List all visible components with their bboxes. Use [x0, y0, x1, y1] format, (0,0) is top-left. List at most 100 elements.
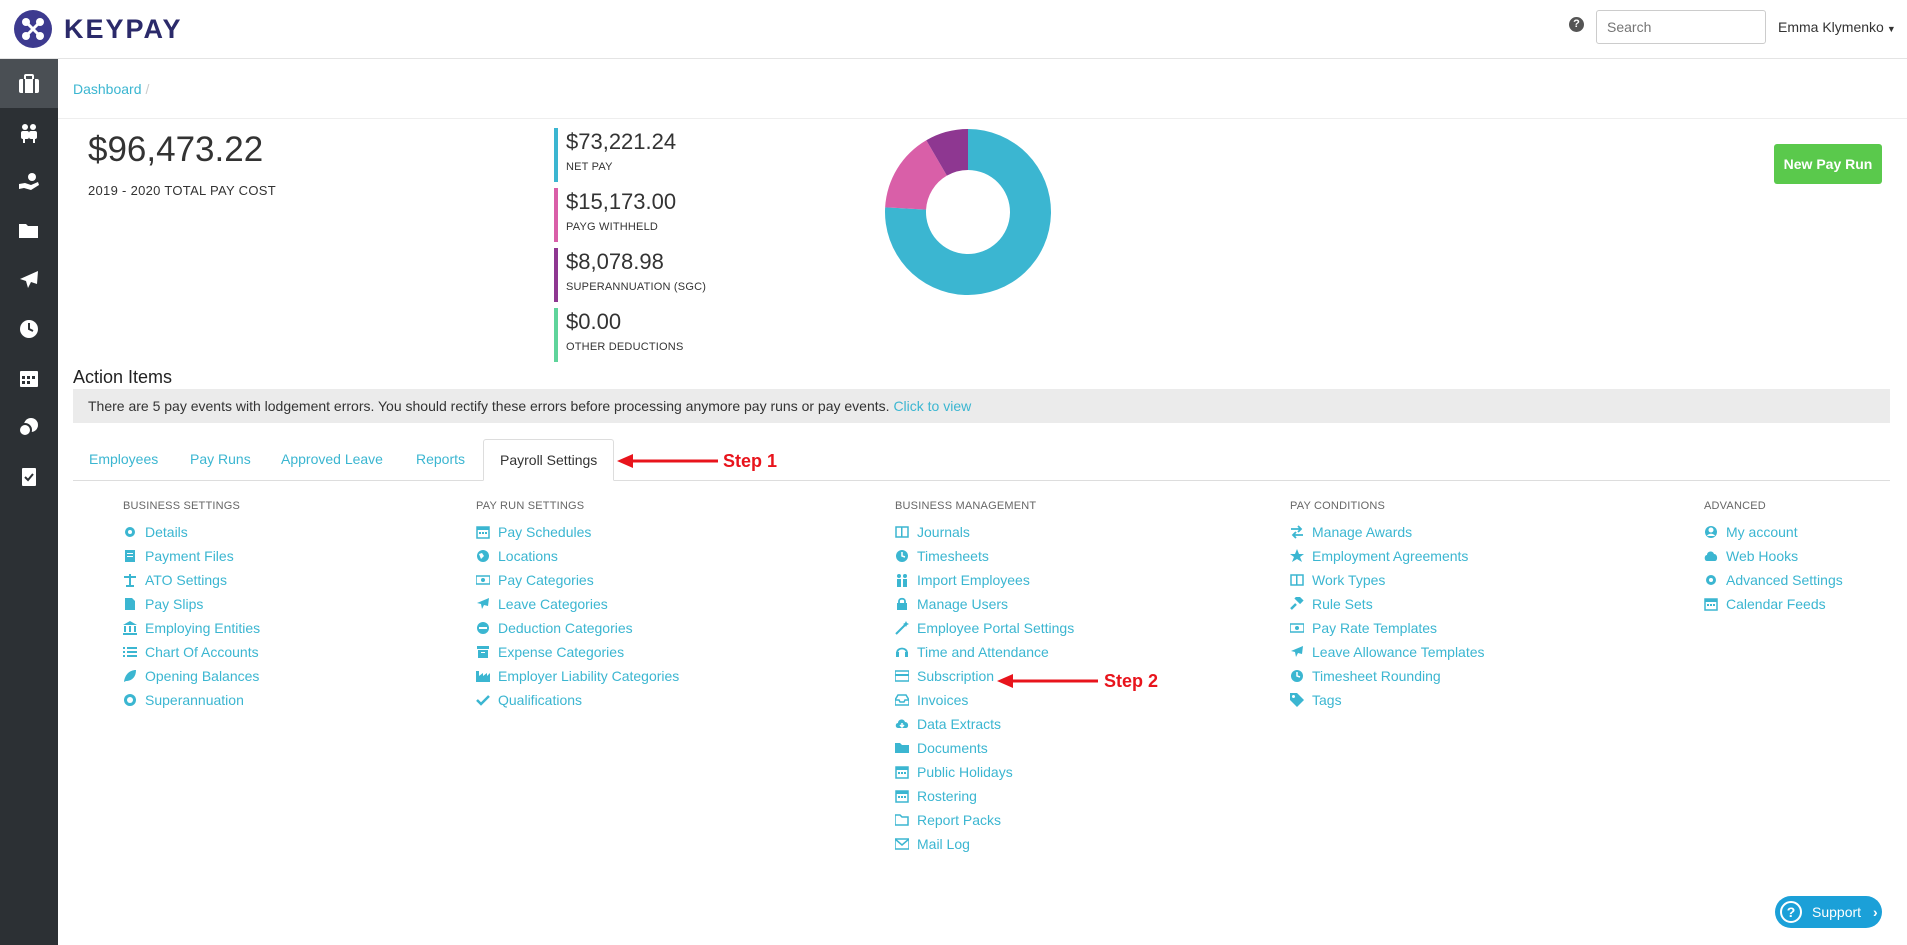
settings-link-qualifications[interactable]: Qualifications	[476, 688, 679, 712]
tab-reports[interactable]: Reports	[416, 451, 466, 467]
settings-link-opening-balances[interactable]: Opening Balances	[123, 664, 260, 688]
settings-link-label: Employing Entities	[145, 620, 261, 636]
settings-link-rostering[interactable]: Rostering	[895, 784, 1074, 808]
tab-approved-leave[interactable]: Approved Leave	[281, 451, 383, 467]
stat-other-deductions: $0.00 OTHER DEDUCTIONS	[554, 308, 754, 362]
stat-label: OTHER DEDUCTIONS	[566, 341, 684, 353]
settings-link-expense-categories[interactable]: Expense Categories	[476, 640, 679, 664]
settings-link-employment-agreements[interactable]: Employment Agreements	[1290, 544, 1485, 568]
settings-link-label: Data Extracts	[917, 716, 1002, 732]
column-heading: PAY CONDITIONS	[1290, 500, 1386, 512]
settings-link-employer-liability-categories[interactable]: Employer Liability Categories	[476, 664, 679, 688]
inbox-icon	[895, 693, 909, 707]
settings-link-calendar-feeds[interactable]: Calendar Feeds	[1704, 592, 1843, 616]
sidebar-item-time[interactable]	[0, 304, 58, 353]
tab-employees[interactable]: Employees	[89, 451, 159, 467]
leaf-icon	[123, 669, 137, 683]
settings-link-locations[interactable]: Locations	[476, 544, 679, 568]
calendar-icon	[895, 789, 909, 803]
settings-link-payment-files[interactable]: Payment Files	[123, 544, 260, 568]
settings-link-label: Employer Liability Categories	[498, 668, 680, 684]
new-pay-run-button[interactable]: New Pay Run	[1774, 144, 1882, 184]
settings-link-pay-rate-templates[interactable]: Pay Rate Templates	[1290, 616, 1485, 640]
business-management-column: BUSINESS MANAGEMENT Journals Timesheets Imp…	[895, 500, 1074, 856]
tab-payroll-settings[interactable]: Payroll Settings	[483, 439, 615, 481]
settings-link-rule-sets[interactable]: Rule Sets	[1290, 592, 1485, 616]
settings-link-details[interactable]: Details	[123, 520, 260, 544]
settings-link-subscription[interactable]: Subscription	[895, 664, 1074, 688]
industry-icon	[476, 669, 490, 683]
click-to-view-link[interactable]: Click to view	[893, 398, 972, 414]
settings-link-label: Chart Of Accounts	[145, 644, 259, 660]
settings-link-web-hooks[interactable]: Web Hooks	[1704, 544, 1843, 568]
tag-icon	[1290, 693, 1304, 707]
settings-link-employing-entities[interactable]: Employing Entities	[123, 616, 260, 640]
column-heading: ADVANCED	[1704, 500, 1766, 512]
keypay-logo[interactable]: KEYPAY	[14, 10, 183, 48]
list-icon	[123, 645, 137, 659]
settings-link-data-extracts[interactable]: Data Extracts	[895, 712, 1074, 736]
settings-link-advanced-settings[interactable]: Advanced Settings	[1704, 568, 1843, 592]
book-icon	[895, 525, 909, 539]
breadcrumb-dashboard[interactable]: Dashboard	[73, 81, 142, 97]
calendar-icon	[1704, 597, 1718, 611]
sidebar-item-leave[interactable]	[0, 255, 58, 304]
settings-link-superannuation[interactable]: Superannuation	[123, 688, 260, 712]
folder-open-icon	[895, 813, 909, 827]
settings-link-work-types[interactable]: Work Types	[1290, 568, 1485, 592]
sidebar-item-payments[interactable]	[0, 157, 58, 206]
settings-link-my-account[interactable]: My account	[1704, 520, 1843, 544]
settings-link-report-packs[interactable]: Report Packs	[895, 808, 1074, 832]
settings-link-documents[interactable]: Documents	[895, 736, 1074, 760]
settings-link-chart-of-accounts[interactable]: Chart Of Accounts	[123, 640, 260, 664]
settings-link-manage-users[interactable]: Manage Users	[895, 592, 1074, 616]
search-input[interactable]	[1596, 10, 1766, 44]
cloud-download-icon	[895, 717, 909, 731]
settings-link-public-holidays[interactable]: Public Holidays	[895, 760, 1074, 784]
settings-link-time-and-attendance[interactable]: Time and Attendance	[895, 640, 1074, 664]
settings-link-leave-allowance-templates[interactable]: Leave Allowance Templates	[1290, 640, 1485, 664]
settings-link-label: Web Hooks	[1726, 548, 1799, 564]
settings-link-employee-portal-settings[interactable]: Employee Portal Settings	[895, 616, 1074, 640]
settings-link-deduction-categories[interactable]: Deduction Categories	[476, 616, 679, 640]
sidebar-item-documents[interactable]	[0, 206, 58, 255]
settings-link-ato-settings[interactable]: ATO Settings	[123, 568, 260, 592]
settings-link-pay-slips[interactable]: Pay Slips	[123, 592, 260, 616]
user-name: Emma Klymenko	[1778, 19, 1884, 35]
settings-link-pay-schedules[interactable]: Pay Schedules	[476, 520, 679, 544]
settings-link-import-employees[interactable]: Import Employees	[895, 568, 1074, 592]
settings-link-journals[interactable]: Journals	[895, 520, 1074, 544]
breadcrumb-bar: Dashboard /	[58, 59, 1907, 119]
settings-link-label: Manage Users	[917, 596, 1009, 612]
sidebar-item-employees[interactable]	[0, 108, 58, 157]
tab-pay-runs[interactable]: Pay Runs	[190, 451, 251, 467]
support-button[interactable]: ? Support ›	[1775, 896, 1882, 928]
settings-link-pay-categories[interactable]: Pay Categories	[476, 568, 679, 592]
settings-link-label: Leave Allowance Templates	[1312, 644, 1485, 660]
settings-link-timesheet-rounding[interactable]: Timesheet Rounding	[1290, 664, 1485, 688]
settings-link-leave-categories[interactable]: Leave Categories	[476, 592, 679, 616]
settings-link-invoices[interactable]: Invoices	[895, 688, 1074, 712]
stat-payg-withheld: $15,173.00 PAYG WITHHELD	[554, 188, 754, 242]
settings-link-label: Manage Awards	[1312, 524, 1413, 540]
plane-icon	[1290, 645, 1304, 659]
donut-slice-net-pay	[885, 129, 1051, 295]
settings-link-mail-log[interactable]: Mail Log	[895, 832, 1074, 856]
stat-amount: $0.00	[566, 309, 622, 334]
settings-link-manage-awards[interactable]: Manage Awards	[1290, 520, 1485, 544]
total-pay-cost: $96,473.22	[88, 130, 264, 169]
folder-icon	[19, 223, 38, 238]
sidebar-item-dashboard[interactable]	[0, 59, 58, 108]
settings-link-label: Advanced Settings	[1726, 572, 1843, 588]
settings-link-tags[interactable]: Tags	[1290, 688, 1485, 712]
credit-card-icon	[895, 669, 909, 683]
help-icon[interactable]: ?	[1569, 17, 1584, 32]
settings-link-timesheets[interactable]: Timesheets	[895, 544, 1074, 568]
sidebar-item-tasks[interactable]	[0, 451, 58, 500]
action-items-alert: There are 5 pay events with lodgement er…	[73, 389, 1890, 423]
sidebar-item-billing[interactable]	[0, 402, 58, 451]
user-menu[interactable]: Emma Klymenko ▼	[1778, 19, 1896, 35]
donut-slice-superannuation-sgc-	[926, 129, 968, 176]
sidebar-item-roster[interactable]	[0, 353, 58, 402]
stat-amount: $15,173.00	[566, 189, 677, 214]
